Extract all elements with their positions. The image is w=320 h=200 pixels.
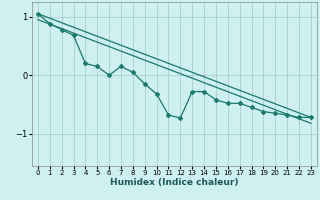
X-axis label: Humidex (Indice chaleur): Humidex (Indice chaleur) (110, 178, 239, 187)
